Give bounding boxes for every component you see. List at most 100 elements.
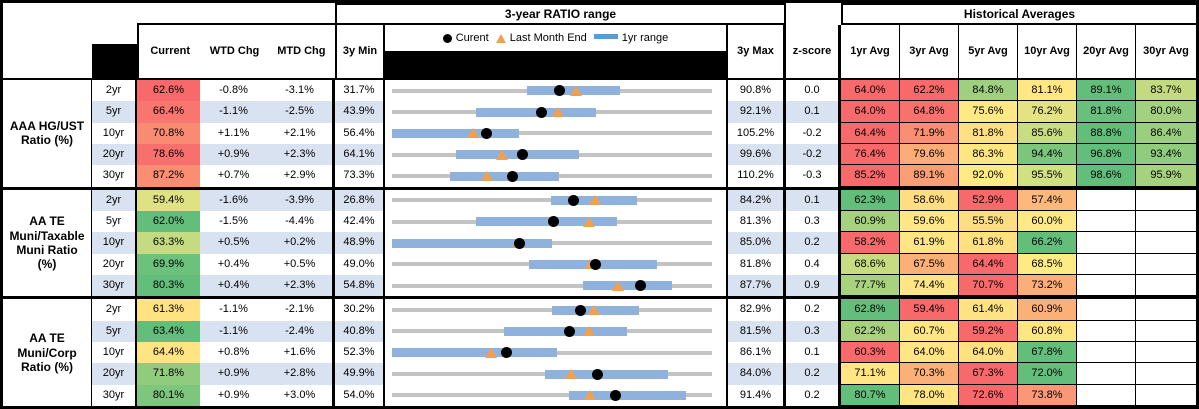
current-marker: [634, 280, 646, 292]
current-cell: 61.3%: [137, 299, 200, 321]
wtd-chg-cell: +0.9%: [200, 144, 267, 166]
chart-plot-area: [392, 275, 712, 296]
avg-cell-empty: [1136, 363, 1196, 385]
table-row: 20yr 78.6% +0.9% +2.3% 64.1% 99.6% -0.2 76.4% 79…: [92, 144, 1196, 166]
avg-cell: 89.1%: [900, 165, 959, 187]
group-rows: 2yr 59.4% -1.6% -3.9% 26.8% 84.2% 0.1 62.3% 58.6…: [92, 189, 1196, 297]
avg-cell-empty: [1136, 190, 1196, 212]
wtd-chg-cell: -1.5%: [219, 215, 248, 228]
avg-cell: 60.9%: [841, 211, 900, 233]
avg-cell-empty: [1136, 385, 1196, 406]
ratio-range-chart: [383, 122, 728, 145]
mtd-chg-cell: -2.5%: [267, 101, 335, 123]
current-cell: 87.2%: [137, 165, 200, 187]
one-yr-range-bar: [392, 128, 520, 138]
tenor-cell: 5yr: [92, 320, 137, 343]
avg-cell-empty: [1077, 320, 1136, 343]
z-score-cell: 0.1: [786, 101, 841, 123]
z-score-cell: 0.2: [786, 299, 841, 321]
one-yr-range-bar: [475, 107, 596, 117]
z-score-cell: 0.3: [786, 320, 841, 343]
last-month-end-marker: [485, 347, 498, 358]
mtd-chg-cell: +2.3%: [267, 144, 335, 166]
range-track: [392, 131, 712, 136]
avg-cell: 66.2%: [1018, 232, 1077, 254]
avg-cell: 88.8%: [1077, 122, 1136, 145]
tenor-cell: 20yr: [92, 363, 137, 385]
mtd-chg-cell: -2.1%: [267, 299, 335, 321]
avg-cell: 64.0%: [841, 80, 900, 102]
ratio-range-chart: [383, 384, 728, 406]
wtd-chg-cell: +0.5%: [200, 232, 267, 254]
avg-cell: 55.5%: [959, 211, 1018, 233]
avg-cell: 94.4%: [1018, 144, 1077, 166]
avg-cell: 64.0%: [959, 342, 1018, 364]
last-month-end-marker: [570, 85, 583, 96]
three-yr-max-cell: 81.5%: [728, 320, 786, 343]
avg-cell: 61.9%: [900, 232, 959, 254]
three-yr-max-cell: 91.4%: [728, 384, 786, 406]
range-track: [392, 393, 712, 398]
chart-plot-area: [392, 385, 712, 406]
three-yr-min-cell: 56.4%: [343, 126, 375, 139]
table-row: 5yr 66.4% -1.1% -2.5% 43.9% 92.1% 0.1 64.0% 64.8…: [92, 101, 1196, 123]
avg-cell: 59.4%: [900, 299, 959, 321]
avg-cell: 73.2%: [1018, 275, 1077, 297]
current-marker: [480, 127, 492, 139]
avg-cell: 89.1%: [1077, 80, 1136, 102]
one-yr-range-bar: [544, 369, 668, 379]
avg-col-header: 1yr Avg: [841, 25, 900, 78]
range-section-title: 3-year RATIO range: [335, 3, 786, 25]
z-score-cell: 0.2: [786, 363, 841, 385]
avg-cell: 74.4%: [900, 275, 959, 297]
current-marker: [564, 325, 576, 337]
avg-cell: 58.2%: [841, 232, 900, 254]
z-score-cell: 0.9: [786, 275, 841, 297]
last-month-end-marker: [551, 107, 564, 118]
tenor-cell: 2yr: [92, 189, 137, 212]
avg-cell: 72.6%: [959, 384, 1018, 406]
avg-cell: 81.1%: [1018, 80, 1077, 102]
avg-cell: 60.7%: [900, 320, 959, 343]
ratio-range-chart: [383, 275, 728, 297]
chart-legend: Curent Last Month End 1yr range: [385, 25, 726, 51]
avg-cell: 64.0%: [900, 342, 959, 364]
z-score-cell: -0.2: [786, 122, 841, 145]
avg-cell: 73.8%: [1018, 384, 1077, 406]
table-row: 10yr 63.3% +0.5% +0.2% 48.9% 85.0% 0.2 58.2% 61.…: [92, 232, 1196, 254]
avg-cell: 76.4%: [841, 144, 900, 166]
current-cell: 71.8%: [137, 363, 200, 385]
ratio-range-chart: [383, 189, 728, 212]
avg-cell: 61.4%: [959, 299, 1018, 321]
chart-plot-area: [392, 101, 712, 122]
avg-cell: 60.8%: [1018, 320, 1077, 343]
z-score-cell: -0.3: [786, 165, 841, 187]
avg-cell: 80.0%: [1136, 101, 1196, 123]
avg-cell-empty: [1136, 211, 1196, 233]
tenor-cell: 2yr: [92, 299, 137, 321]
avg-cell-empty: [1077, 342, 1136, 364]
legend-last-month: Last Month End: [495, 32, 587, 44]
current-cell: 62.6%: [137, 80, 200, 102]
current-col-header: Current: [150, 45, 191, 57]
change-columns-header: Current WTD Chg MTD Chg: [137, 23, 335, 78]
avg-cell: 77.7%: [841, 275, 900, 297]
last-month-end-marker: [466, 128, 479, 139]
three-yr-min-cell: 49.0%: [343, 257, 375, 270]
avg-cell: 59.2%: [959, 320, 1018, 343]
ratio-range-chart: [383, 232, 728, 254]
one-yr-range-bar: [582, 281, 673, 291]
avg-cell: 79.6%: [900, 144, 959, 166]
chart-plot-area: [392, 165, 712, 186]
avg-cell: 68.6%: [841, 253, 900, 276]
avg-cell-empty: [1077, 211, 1136, 233]
current-marker: [507, 170, 519, 182]
ratio-range-chart: [383, 253, 728, 276]
chart-plot-area: [392, 363, 712, 384]
three-yr-min-cell: 42.4%: [343, 215, 375, 228]
avg-cell: 92.0%: [959, 165, 1018, 187]
avg-cell: 72.0%: [1018, 363, 1077, 385]
ratio-range-chart: [383, 299, 728, 321]
chart-plot-area: [392, 342, 712, 363]
avg-cell: 84.8%: [959, 80, 1018, 102]
